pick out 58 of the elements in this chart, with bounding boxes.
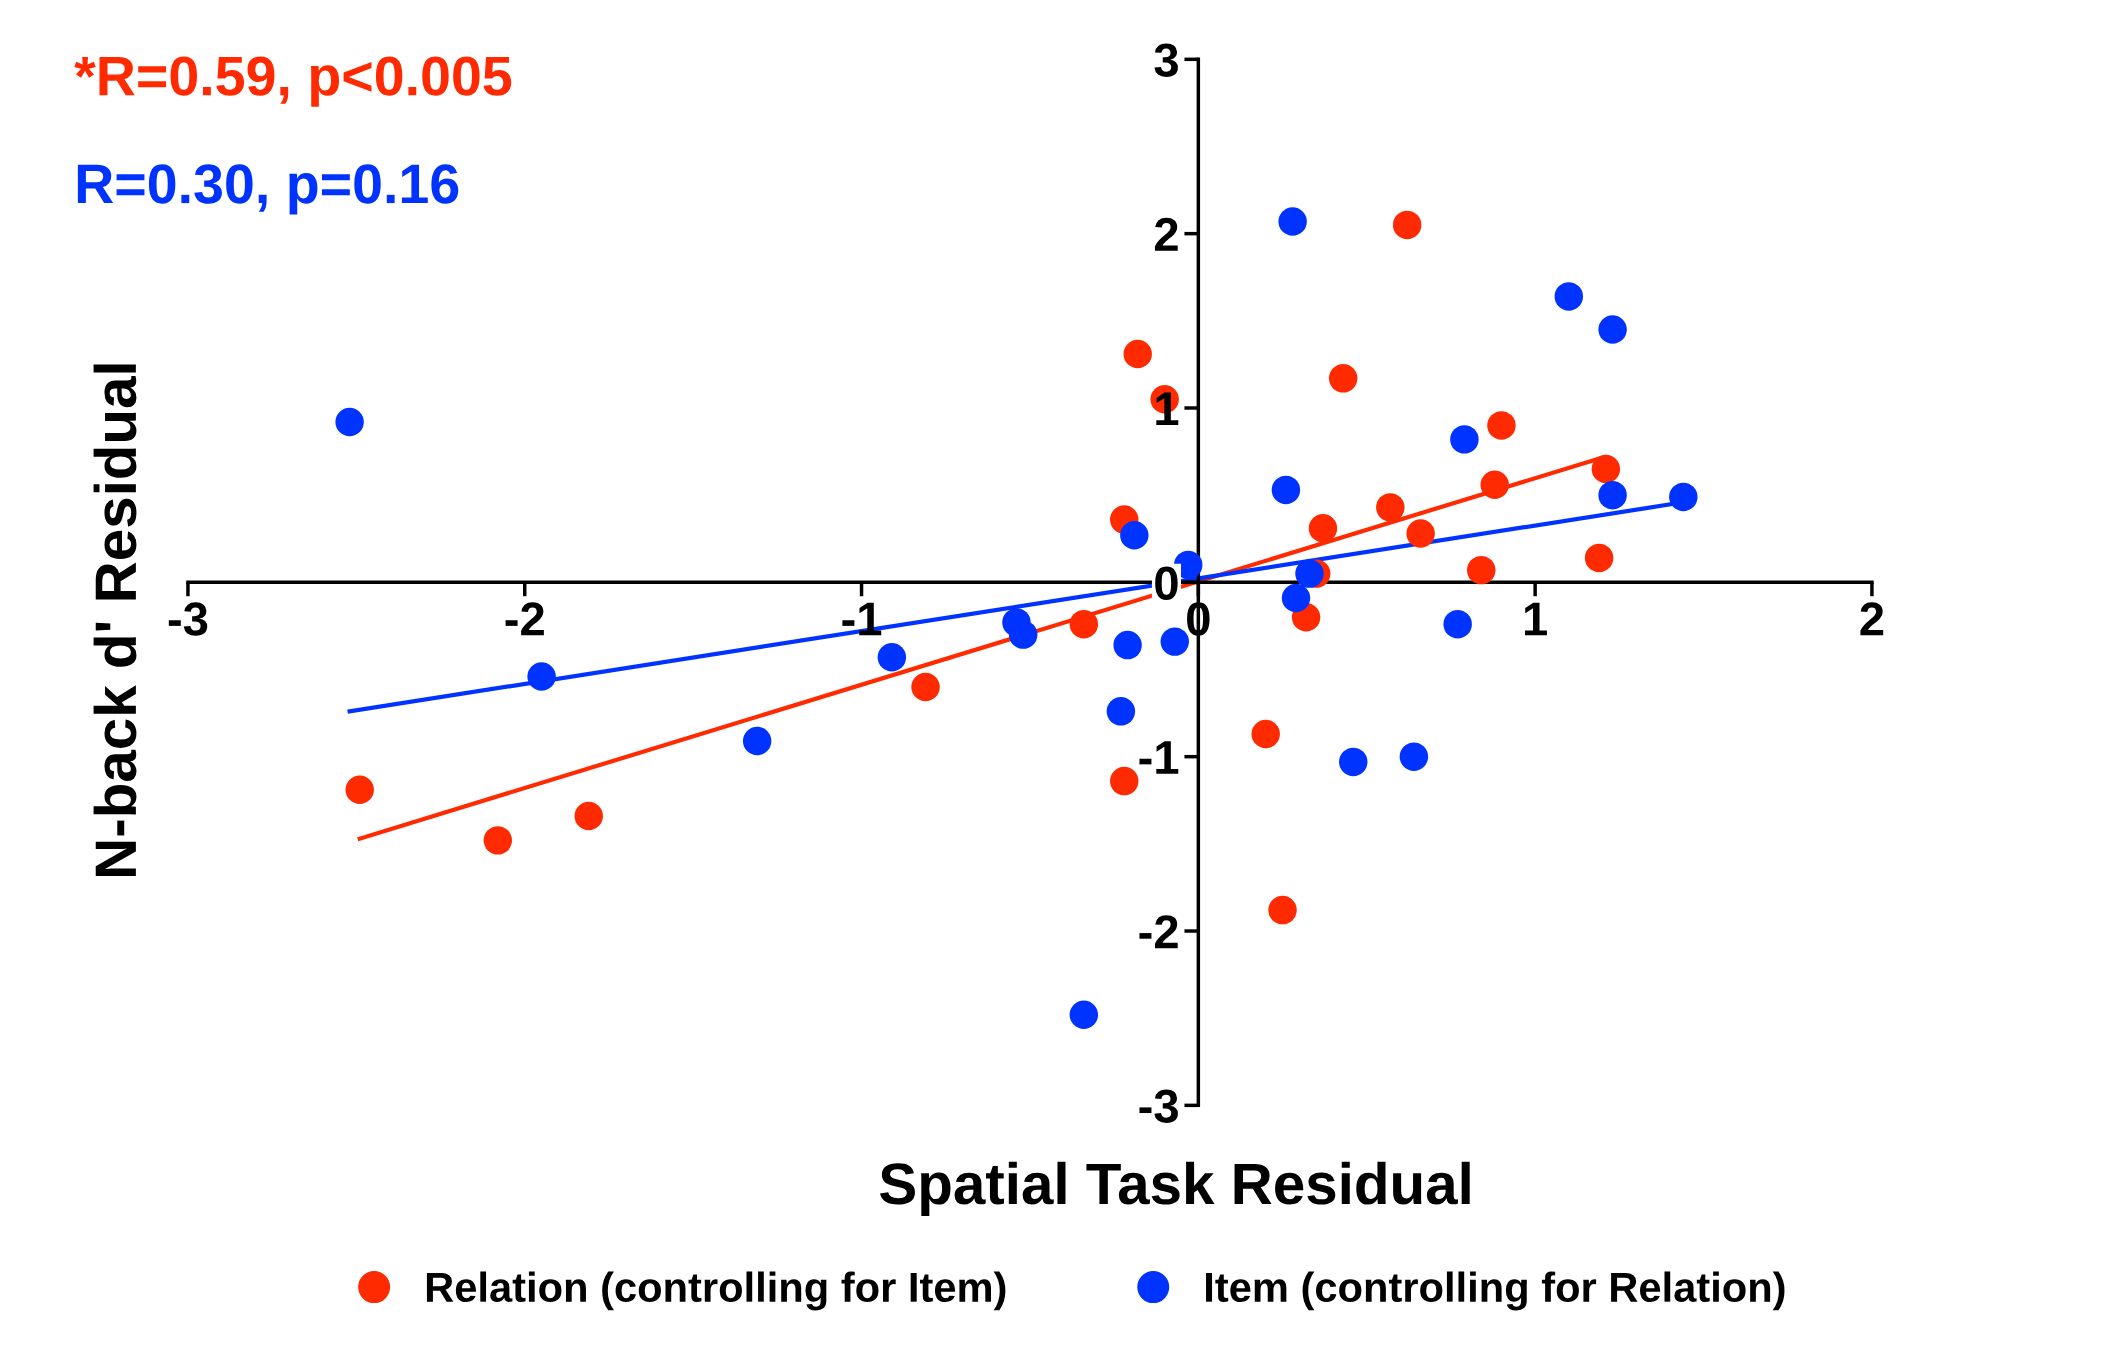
point xyxy=(1069,609,1099,639)
legend-label: Item (controlling for Relation) xyxy=(1206,1271,1785,1311)
point xyxy=(1281,583,1311,613)
point xyxy=(1376,493,1405,522)
point xyxy=(1251,719,1280,749)
point xyxy=(1008,620,1038,649)
point xyxy=(877,643,907,672)
point xyxy=(1271,475,1301,505)
point xyxy=(1160,627,1189,656)
point xyxy=(1487,411,1516,440)
x-axis-title: Spatial Task Residual xyxy=(880,1161,1470,1217)
y-tick-label: 0 xyxy=(1155,566,1178,600)
point xyxy=(345,775,374,805)
point xyxy=(1110,766,1139,796)
point xyxy=(1308,514,1338,543)
point xyxy=(1406,519,1435,548)
point xyxy=(1584,543,1614,573)
point xyxy=(911,672,940,702)
point xyxy=(1554,282,1584,311)
point xyxy=(1278,207,1307,236)
point xyxy=(483,826,513,855)
point xyxy=(1669,482,1698,512)
y-tick-label: -2 xyxy=(1139,915,1178,949)
y-tick-label: 2 xyxy=(1154,217,1178,251)
point xyxy=(1295,559,1324,588)
point xyxy=(1399,742,1429,771)
y-tick-label: -3 xyxy=(1139,1089,1178,1123)
point xyxy=(335,407,364,437)
point xyxy=(1339,747,1368,777)
x-tick-label: -1 xyxy=(842,602,882,636)
point xyxy=(1591,454,1621,484)
point xyxy=(1113,630,1142,660)
legend-label: Relation (controlling for Item) xyxy=(426,1271,1006,1311)
point xyxy=(1443,609,1472,639)
point xyxy=(1069,1000,1099,1029)
x-tick-label: 2 xyxy=(1860,602,1884,636)
annotation: R=0.30, p=0.16 xyxy=(77,164,459,215)
point xyxy=(1120,521,1149,550)
x-tick-label: 1 xyxy=(1524,602,1547,636)
point xyxy=(1328,364,1358,393)
point xyxy=(1106,697,1136,726)
y-tick-label: 3 xyxy=(1154,43,1178,77)
point xyxy=(1598,315,1627,344)
annotation: *R=0.59, p<0.005 xyxy=(74,56,512,107)
point xyxy=(1450,425,1479,454)
point xyxy=(1268,895,1297,925)
x-tick-label: -2 xyxy=(505,602,544,636)
y-tick-label: -1 xyxy=(1139,741,1179,774)
point xyxy=(1598,480,1627,510)
point xyxy=(1480,470,1509,499)
y-axis-title: N-back d' Residual xyxy=(93,364,137,876)
point xyxy=(1392,210,1422,240)
point xyxy=(1467,555,1496,585)
point xyxy=(527,662,556,691)
x-tick-label: -3 xyxy=(168,602,208,636)
point xyxy=(742,726,772,756)
point xyxy=(574,801,603,831)
point xyxy=(1123,339,1152,369)
